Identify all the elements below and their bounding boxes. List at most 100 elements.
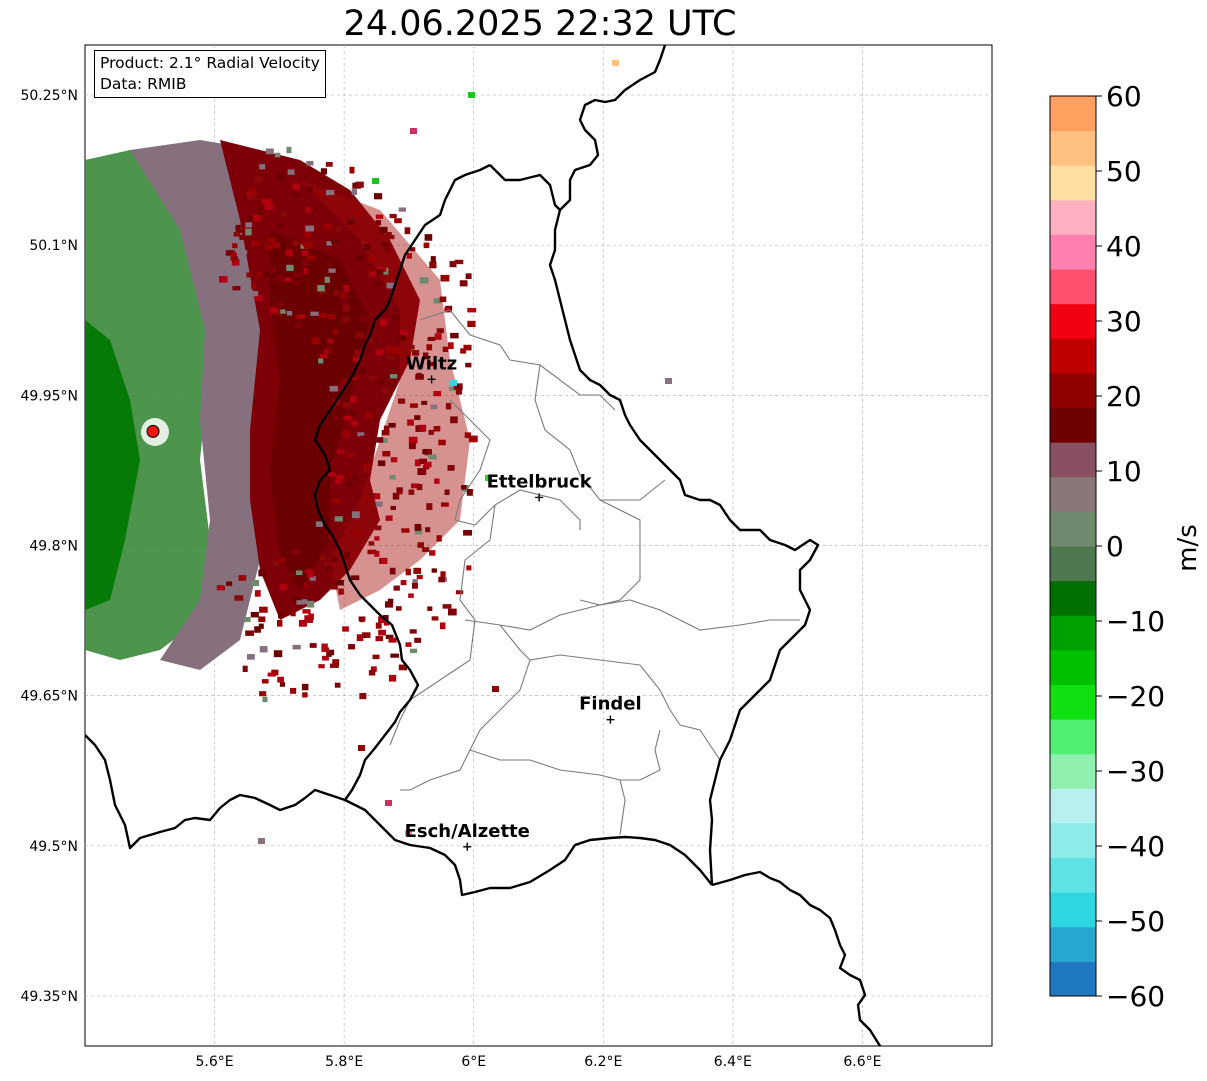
city-label: Findel bbox=[579, 694, 642, 715]
echo-speckle bbox=[422, 352, 429, 360]
echo-speckle bbox=[381, 242, 390, 247]
echo-speckle bbox=[393, 346, 403, 354]
echo-speckle bbox=[349, 166, 355, 174]
echo-speckle bbox=[367, 549, 377, 555]
echo-speckle bbox=[383, 425, 390, 432]
echo-speckle bbox=[242, 665, 248, 672]
echo-speckle bbox=[450, 380, 457, 386]
colorbar-segment bbox=[1050, 269, 1096, 305]
echo-speckle bbox=[252, 214, 261, 222]
echo-speckle bbox=[455, 590, 464, 595]
colorbar-segment bbox=[1050, 96, 1096, 132]
echo-speckle bbox=[270, 266, 276, 273]
echo-speckle bbox=[309, 643, 317, 648]
echo-speckle bbox=[275, 301, 284, 307]
echo-speckle bbox=[254, 294, 263, 302]
echo-speckle bbox=[374, 281, 381, 287]
echo-speckle bbox=[346, 219, 356, 225]
echo-speckle bbox=[330, 584, 338, 590]
colorbar-segment bbox=[1050, 130, 1096, 166]
echo-speckle bbox=[405, 642, 412, 647]
echo-speckle bbox=[440, 571, 446, 578]
colorbar-segment bbox=[1050, 892, 1096, 928]
echo-speckle bbox=[298, 619, 308, 627]
echo-speckle bbox=[306, 571, 314, 578]
echo-speckle bbox=[318, 664, 325, 669]
echo-speckle bbox=[273, 174, 279, 181]
echo-speckle bbox=[465, 362, 472, 368]
echo-speckle bbox=[373, 193, 383, 200]
echo-speckle bbox=[343, 284, 350, 292]
echo-speckle bbox=[302, 609, 311, 614]
echo-speckle bbox=[375, 636, 383, 642]
colorbar-segment bbox=[1050, 961, 1096, 997]
echo-speckle bbox=[239, 249, 248, 255]
echo-speckle bbox=[368, 670, 376, 676]
echo-speckle bbox=[448, 608, 457, 616]
echo-speckle bbox=[230, 252, 237, 259]
echo-speckle bbox=[344, 551, 350, 559]
echo-speckle bbox=[254, 590, 261, 597]
echo-speckle bbox=[326, 564, 332, 570]
echo-speckle bbox=[333, 415, 339, 421]
echo-speckle bbox=[373, 493, 381, 500]
echo-speckle bbox=[345, 470, 354, 475]
echo-speckle bbox=[375, 214, 384, 219]
colorbar-tick-label: −20 bbox=[1106, 680, 1165, 713]
echo-speckle bbox=[378, 629, 386, 636]
echo-speckle bbox=[216, 585, 224, 591]
city-label: Wiltz bbox=[406, 353, 457, 374]
echo-speckle bbox=[390, 505, 397, 510]
echo-speckle bbox=[343, 430, 351, 438]
city-marker bbox=[606, 715, 615, 724]
colorbar-tick-label: 40 bbox=[1106, 230, 1142, 263]
echo-speckle bbox=[276, 174, 285, 180]
echo-speckle bbox=[375, 220, 382, 226]
echo-speckle bbox=[326, 241, 332, 246]
echo-speckle bbox=[243, 617, 251, 623]
echo-speckle bbox=[414, 415, 421, 420]
colorbar-segment bbox=[1050, 476, 1096, 512]
echo-speckle bbox=[245, 222, 253, 228]
echo-speckle bbox=[247, 216, 256, 222]
echo-speckle bbox=[430, 404, 438, 410]
echo-speckle bbox=[410, 483, 420, 489]
map-content: Wiltz Ettelbruck Findel Esch/Alzette bbox=[85, 45, 992, 1046]
echo-speckle bbox=[279, 309, 286, 314]
echo-speckle bbox=[398, 207, 407, 212]
echo-speckle bbox=[455, 388, 463, 395]
echo-speckle bbox=[385, 800, 392, 806]
echo-speckle bbox=[389, 213, 397, 219]
echo-speckle bbox=[381, 388, 390, 395]
echo-speckle bbox=[273, 650, 283, 658]
echo-speckle bbox=[296, 314, 306, 319]
echo-speckle bbox=[277, 620, 283, 627]
colorbar-segment bbox=[1050, 719, 1096, 755]
product-label: Product: 2.1° Radial Velocity bbox=[100, 54, 320, 72]
echo-speckle bbox=[406, 253, 412, 259]
colorbar-segment bbox=[1050, 822, 1096, 859]
echo-speckle bbox=[267, 672, 276, 677]
echo-speckle bbox=[398, 334, 407, 341]
echo-speckle bbox=[290, 611, 296, 617]
echo-speckle bbox=[351, 188, 358, 195]
echo-speckle bbox=[296, 600, 305, 605]
echo-speckle bbox=[428, 429, 434, 435]
echo-speckle bbox=[374, 525, 382, 531]
echo-speckle bbox=[438, 576, 445, 583]
echo-speckle bbox=[460, 348, 467, 354]
echo-speckle bbox=[249, 188, 257, 195]
echo-speckle bbox=[388, 674, 397, 682]
country-borders bbox=[85, 45, 882, 1046]
echo-speckle bbox=[392, 315, 400, 321]
echo-speckle bbox=[292, 193, 299, 198]
colorbar-tick-label: 60 bbox=[1106, 80, 1142, 113]
colorbar-segment bbox=[1050, 684, 1096, 720]
echo-speckle bbox=[368, 493, 376, 499]
echo-speckle bbox=[325, 189, 335, 196]
echo-speckle bbox=[332, 498, 341, 504]
echo-speckle bbox=[447, 465, 455, 471]
echo-speckle bbox=[301, 260, 311, 266]
echo-speckle bbox=[425, 527, 431, 533]
echo-speckle bbox=[231, 258, 240, 266]
